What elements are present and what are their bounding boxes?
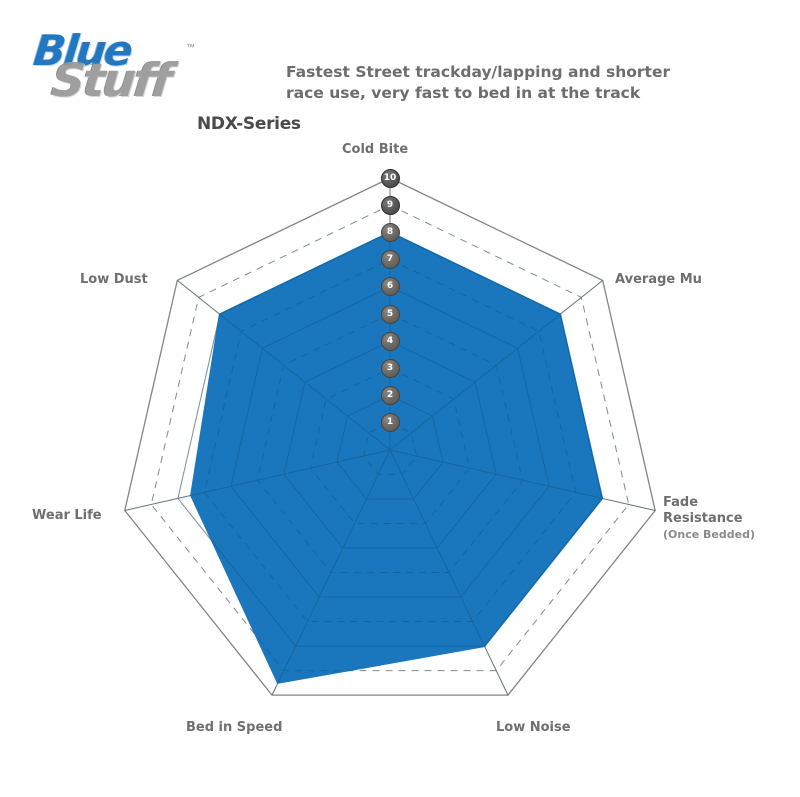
scale-tick-3: 3 (380, 358, 400, 378)
product-tagline: Fastest Street trackday/lapping and shor… (286, 63, 671, 102)
axis-label-fade-line2: Resistance (663, 511, 743, 526)
radar-series-polygon (124, 178, 656, 696)
scale-tick-2: 2 (380, 386, 400, 406)
radar-chart: Cold Bite Average Mu Fade Resistance (On… (0, 120, 800, 797)
header-banner: Blue Stuff ™ NDX-Series Fastest Street t… (0, 0, 800, 134)
scale-tick-8: 8 (380, 222, 400, 242)
scale-tick-4: 4 (380, 331, 400, 351)
product-series-label: NDX-Series (197, 114, 301, 134)
scale-tick-5: 5 (380, 304, 400, 324)
trademark-icon: ™ (186, 42, 195, 52)
scale-tick-9: 9 (380, 195, 400, 215)
axis-label-cold-bite: Cold Bite (342, 142, 409, 157)
scale-tick-1: 1 (380, 413, 400, 433)
logo-stuff-word: Stuff (49, 53, 173, 107)
scale-tick-7: 7 (380, 250, 400, 270)
axis-label-low-dust: Low Dust (80, 272, 148, 287)
axis-label-fade-line1: Fade (663, 495, 699, 510)
brand-logo: Blue Stuff ™ NDX-Series (31, 26, 304, 134)
axis-label-wear-life: Wear Life (32, 508, 102, 523)
axis-label-bed-in-speed: Bed in Speed (186, 720, 283, 735)
axis-label-fade-line3: (Once Bedded) (663, 528, 755, 541)
scale-tick-6: 6 (380, 277, 400, 297)
axis-label-average-mu: Average Mu (615, 272, 702, 287)
radar-chart-svg (124, 177, 656, 696)
scale-tick-10: 10 (380, 168, 400, 188)
axis-label-low-noise: Low Noise (496, 720, 571, 735)
axis-label-fade-resistance: Fade Resistance (Once Bedded) (663, 495, 755, 543)
